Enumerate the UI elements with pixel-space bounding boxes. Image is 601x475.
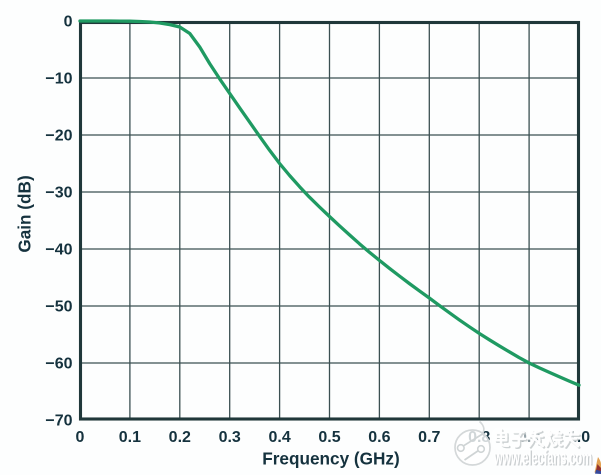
svg-text:−40: −40 bbox=[45, 242, 72, 259]
svg-text:Gain (dB): Gain (dB) bbox=[15, 175, 35, 252]
svg-text:www.elecfans.com: www.elecfans.com bbox=[493, 448, 592, 470]
svg-text:−10: −10 bbox=[45, 71, 72, 88]
svg-text:www.elecfans.com: www.elecfans.com bbox=[495, 449, 594, 471]
svg-text:0.2: 0.2 bbox=[169, 429, 191, 446]
svg-text:−30: −30 bbox=[45, 185, 72, 202]
svg-text:0.4: 0.4 bbox=[268, 429, 290, 446]
svg-text:0: 0 bbox=[64, 14, 73, 31]
svg-text:0.1: 0.1 bbox=[119, 429, 141, 446]
svg-text:−20: −20 bbox=[45, 128, 72, 145]
svg-text:0.7: 0.7 bbox=[418, 429, 440, 446]
svg-text:0.6: 0.6 bbox=[368, 429, 390, 446]
svg-text:Frequency (GHz): Frequency (GHz) bbox=[262, 449, 400, 469]
svg-text:−70: −70 bbox=[45, 413, 72, 430]
svg-text:0.5: 0.5 bbox=[318, 429, 340, 446]
svg-text:−50: −50 bbox=[45, 299, 72, 316]
svg-text:0: 0 bbox=[76, 429, 85, 446]
svg-text:−60: −60 bbox=[45, 356, 72, 373]
svg-text:0.3: 0.3 bbox=[219, 429, 241, 446]
